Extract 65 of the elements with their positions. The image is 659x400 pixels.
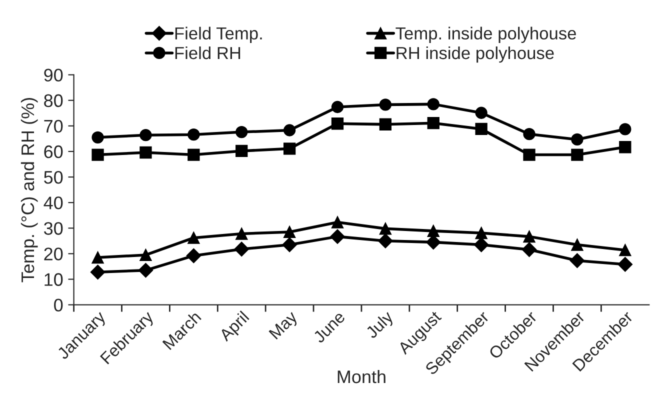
y-tick-label: 60	[44, 145, 63, 158]
point	[92, 148, 104, 161]
point	[186, 248, 202, 264]
point	[475, 122, 488, 136]
point	[570, 253, 585, 268]
point	[522, 242, 537, 257]
point	[331, 100, 344, 114]
point	[619, 244, 632, 256]
y-axis-title: Temp. (°C) and RH (%)	[20, 98, 38, 282]
point	[283, 142, 296, 155]
point	[283, 124, 296, 136]
point	[188, 148, 200, 161]
point	[188, 128, 200, 141]
point	[571, 148, 584, 161]
point	[618, 257, 633, 272]
legend-label: RH inside polyhouse	[396, 46, 554, 63]
x-axis-title: Month	[338, 370, 386, 384]
y-tick-label: 70	[44, 120, 63, 133]
point	[331, 118, 344, 130]
point	[236, 126, 248, 138]
legend-label: Field RH	[175, 46, 240, 60]
point	[378, 234, 393, 248]
point	[330, 229, 345, 244]
y-tick-label: 10	[44, 273, 63, 286]
point	[331, 216, 344, 228]
point	[188, 232, 200, 244]
point	[523, 148, 536, 161]
point	[427, 224, 440, 238]
y-tick-label: 50	[44, 170, 63, 184]
y-tick-label: 20	[44, 248, 63, 260]
y-tick-label: 90	[44, 68, 63, 82]
point	[90, 264, 106, 280]
x-tick-label: May	[268, 310, 301, 342]
point	[138, 262, 154, 278]
point	[236, 228, 248, 240]
y-tick-label: 30	[44, 222, 63, 235]
point	[282, 237, 297, 252]
point	[140, 129, 152, 142]
point	[234, 242, 249, 256]
y-tick-label: 0	[54, 298, 63, 312]
point	[92, 131, 104, 144]
point	[379, 222, 392, 235]
point	[523, 128, 536, 140]
point	[379, 118, 392, 130]
point	[619, 141, 632, 154]
legend-label: Field Temp.	[175, 26, 262, 43]
point	[475, 226, 488, 240]
point	[92, 251, 104, 264]
legend-label: Temp. inside polyhouse	[396, 26, 576, 43]
point	[283, 226, 296, 238]
point	[427, 117, 440, 130]
point	[523, 230, 536, 243]
point	[379, 98, 392, 111]
point	[571, 133, 584, 146]
point	[140, 248, 152, 262]
point	[140, 146, 152, 159]
point	[474, 237, 489, 252]
point	[236, 144, 248, 158]
x-tick-label: July	[364, 310, 396, 342]
y-tick-label: 80	[44, 94, 63, 108]
point	[619, 123, 632, 136]
y-tick-label: 40	[44, 196, 63, 210]
point	[427, 98, 440, 110]
point	[571, 238, 584, 251]
point	[475, 106, 488, 119]
